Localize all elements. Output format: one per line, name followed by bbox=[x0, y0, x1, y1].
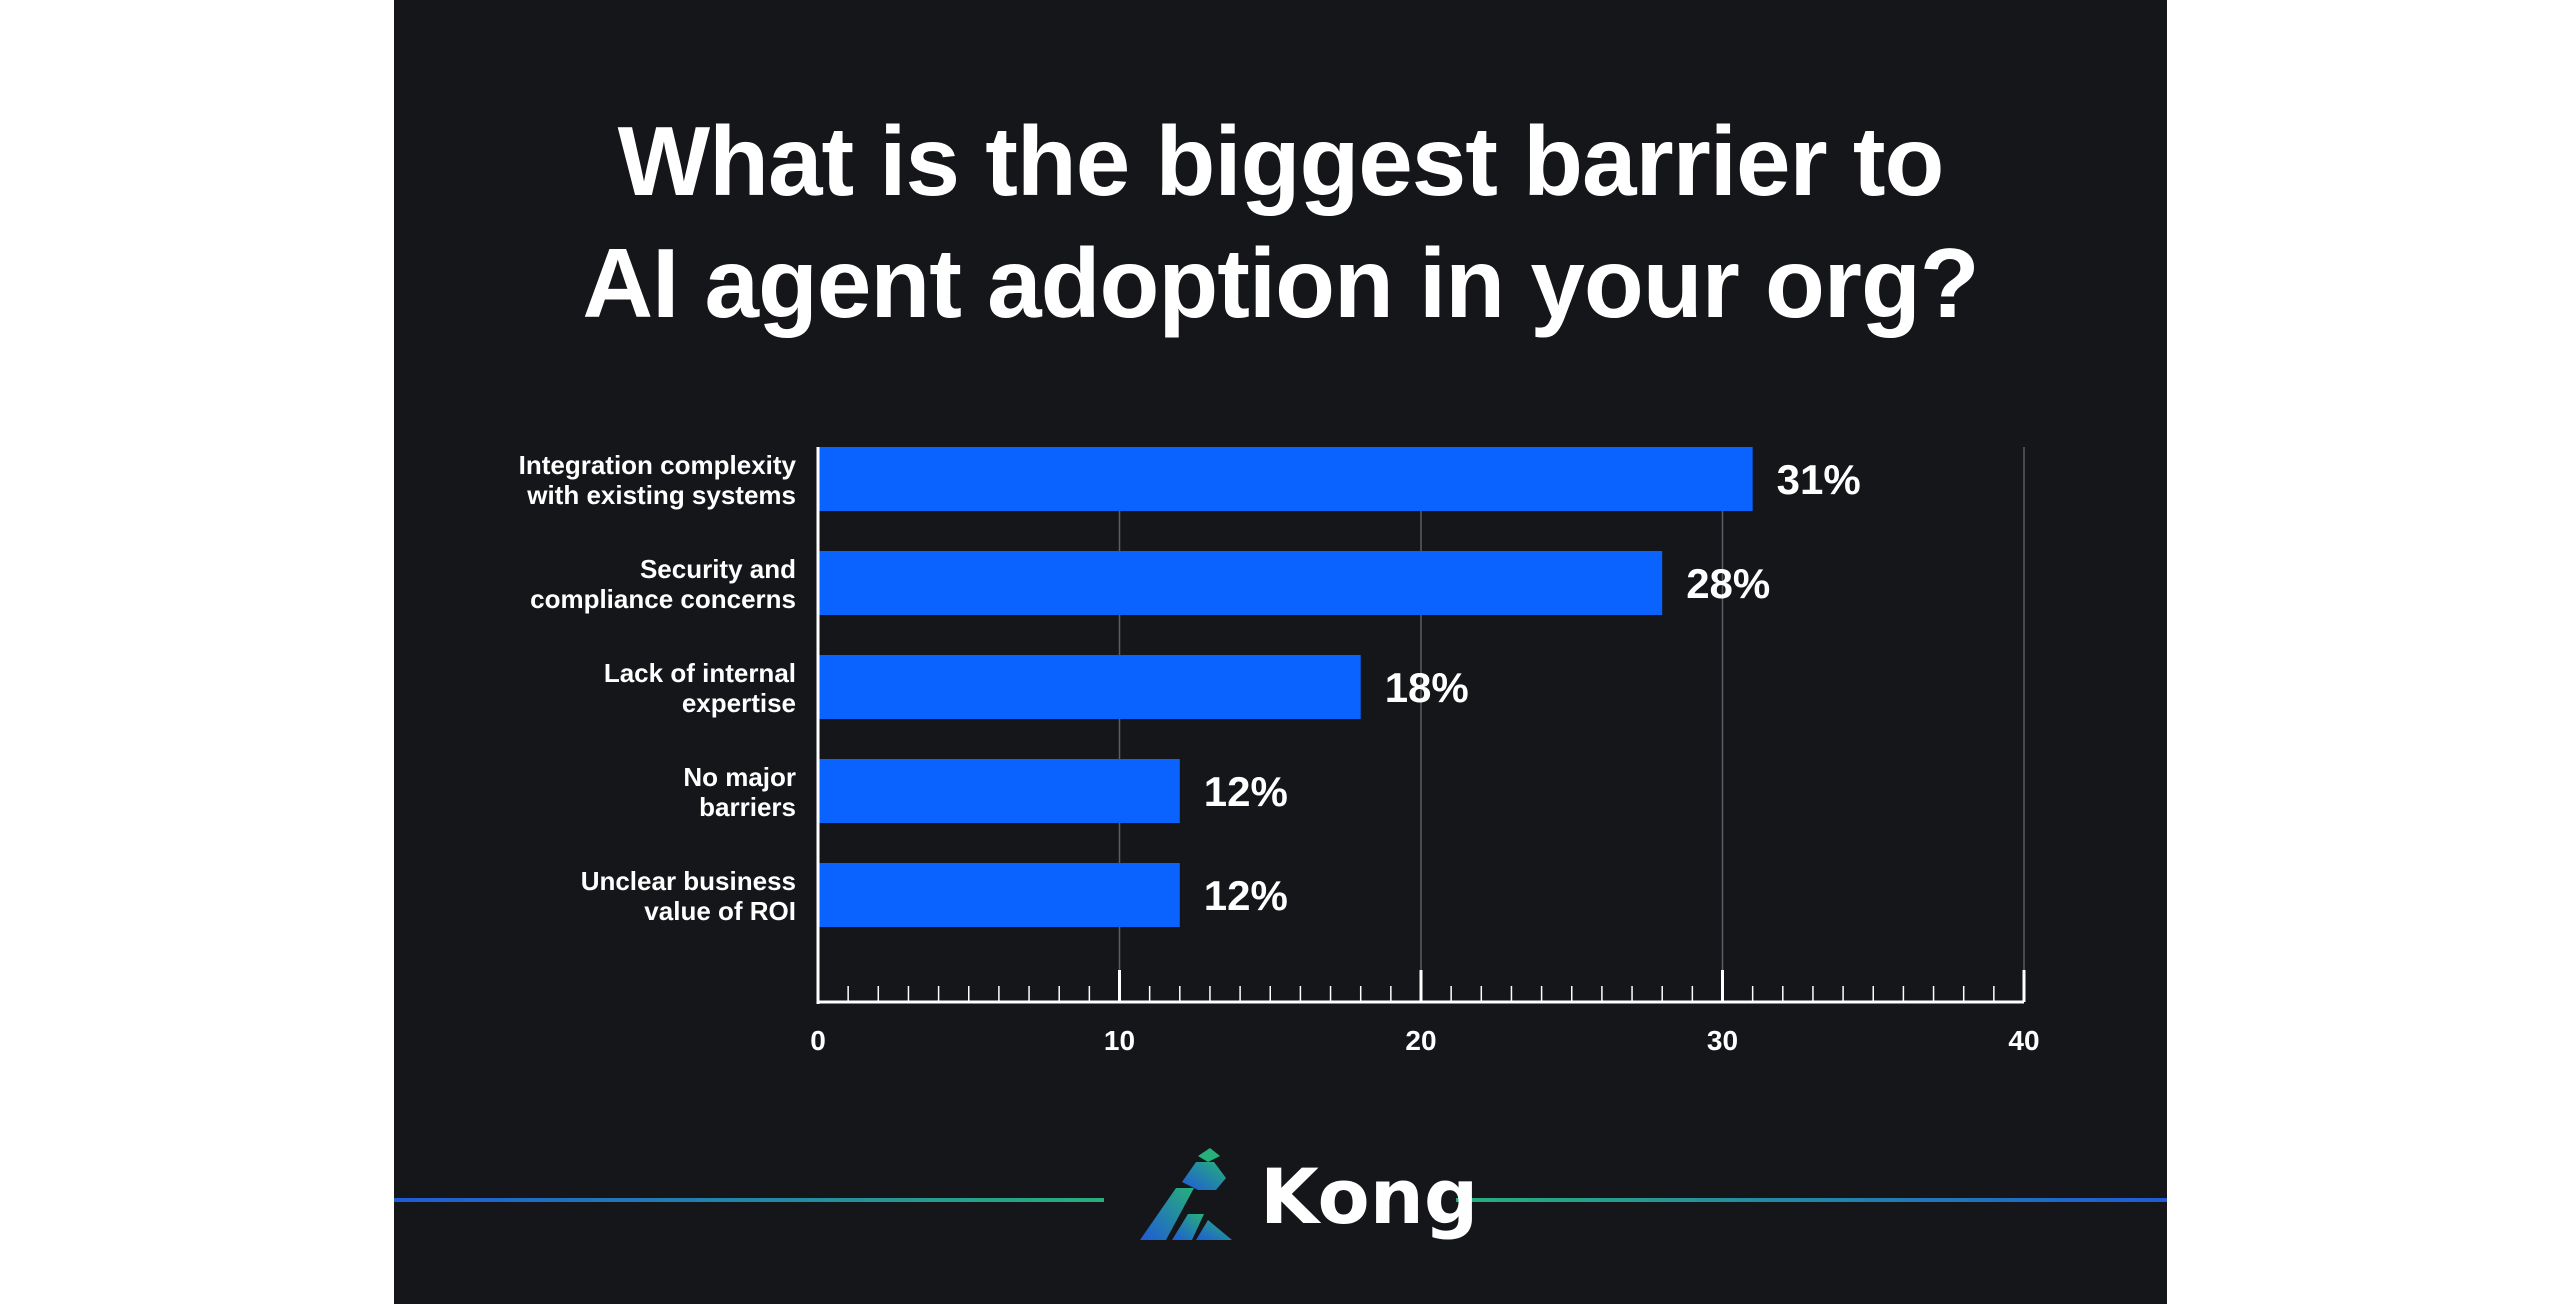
value-label-0: 31% bbox=[1777, 456, 1861, 503]
chart-panel: What is the biggest barrier to AI agent … bbox=[394, 0, 2167, 1304]
category-label-0-0: Integration complexity bbox=[519, 450, 797, 480]
category-label-1-1: compliance concerns bbox=[530, 584, 796, 614]
kong-gorilla-icon bbox=[1140, 1148, 1232, 1240]
value-label-3: 12% bbox=[1204, 768, 1288, 815]
kong-logo: Kong bbox=[1136, 1148, 1478, 1248]
footer-divider-left bbox=[394, 1198, 1104, 1202]
value-label-2: 18% bbox=[1385, 664, 1469, 711]
bar-2 bbox=[818, 655, 1361, 719]
category-label-0-1: with existing systems bbox=[526, 480, 796, 510]
bar-3 bbox=[818, 759, 1180, 823]
value-label-4: 12% bbox=[1204, 872, 1288, 919]
footer-divider-right bbox=[1456, 1198, 2167, 1202]
bar-0 bbox=[818, 447, 1753, 511]
tick-label-40: 40 bbox=[2008, 1025, 2039, 1056]
bar-4 bbox=[818, 863, 1180, 927]
category-label-3-0: No major bbox=[683, 762, 796, 792]
tick-label-0: 0 bbox=[810, 1025, 826, 1056]
category-label-4-0: Unclear business bbox=[581, 866, 796, 896]
tick-label-30: 30 bbox=[1707, 1025, 1738, 1056]
title-line-2: AI agent adoption in your org? bbox=[582, 228, 1979, 338]
category-label-2-0: Lack of internal bbox=[604, 658, 796, 688]
value-label-1: 28% bbox=[1686, 560, 1770, 607]
bar-1 bbox=[818, 551, 1663, 615]
title-line-1: What is the biggest barrier to bbox=[617, 106, 1945, 216]
tick-label-20: 20 bbox=[1405, 1025, 1436, 1056]
category-label-2-1: expertise bbox=[682, 688, 796, 718]
category-label-1-0: Security and bbox=[640, 554, 796, 584]
tick-label-10: 10 bbox=[1104, 1025, 1135, 1056]
category-label-4-1: value of ROI bbox=[644, 896, 796, 926]
brand-name: Kong bbox=[1260, 1152, 1479, 1241]
chart-title: What is the biggest barrier to AI agent … bbox=[394, 100, 2167, 344]
category-label-3-1: barriers bbox=[699, 792, 796, 822]
